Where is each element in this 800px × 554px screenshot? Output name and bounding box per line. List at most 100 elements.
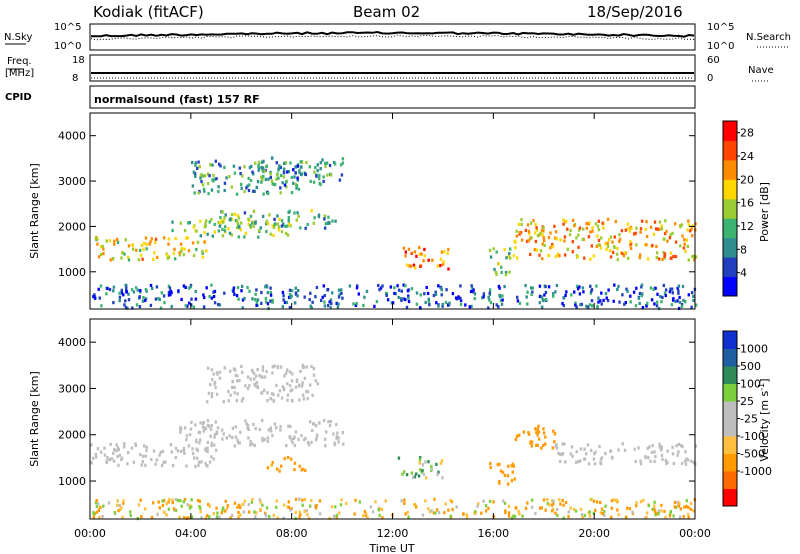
data-cell xyxy=(152,257,155,261)
data-cell xyxy=(259,508,262,513)
data-cell xyxy=(218,515,221,519)
data-cell xyxy=(246,375,250,379)
data-cell xyxy=(270,463,273,467)
data-cell xyxy=(271,434,274,438)
data-cell xyxy=(596,234,599,238)
data-cell xyxy=(663,509,666,513)
data-cell xyxy=(127,258,131,262)
data-cell xyxy=(277,228,281,232)
data-cell xyxy=(690,459,693,463)
data-cell xyxy=(543,238,546,243)
data-cell xyxy=(215,371,219,375)
data-cell xyxy=(273,364,276,368)
data-cell xyxy=(623,448,627,452)
data-cell xyxy=(261,166,265,170)
data-cell xyxy=(297,289,300,293)
colorbar-swatch xyxy=(723,331,737,349)
data-cell xyxy=(274,183,277,187)
data-cell xyxy=(283,456,286,461)
data-cell xyxy=(352,302,355,306)
data-cell xyxy=(397,456,401,460)
data-cell xyxy=(517,222,521,226)
data-cell xyxy=(216,426,220,430)
data-cell xyxy=(182,446,186,451)
data-cell xyxy=(246,184,249,188)
data-cell xyxy=(665,229,668,233)
data-cell xyxy=(543,243,546,247)
data-cell xyxy=(298,169,301,173)
data-cell xyxy=(297,187,301,191)
data-cell xyxy=(247,510,251,514)
data-cell xyxy=(497,262,500,266)
data-cell xyxy=(309,383,312,387)
data-cell xyxy=(203,426,206,430)
data-cell xyxy=(233,391,236,395)
data-cell xyxy=(179,221,182,225)
data-cell xyxy=(580,513,584,517)
data-cell xyxy=(199,176,202,180)
data-cell xyxy=(338,511,341,515)
data-cell xyxy=(616,508,619,512)
data-cell xyxy=(163,236,166,240)
colorbar-tick-label: 500 xyxy=(740,360,761,373)
data-cell xyxy=(381,284,384,288)
data-cell xyxy=(610,506,613,510)
data-cell xyxy=(237,216,241,220)
data-cell xyxy=(249,224,252,228)
data-cell xyxy=(405,473,409,477)
data-cell xyxy=(135,248,138,252)
data-cell xyxy=(297,437,300,441)
data-cell xyxy=(231,426,235,430)
data-cell xyxy=(266,466,270,470)
data-cell xyxy=(253,443,256,448)
data-cell xyxy=(284,224,287,228)
data-cell xyxy=(200,516,203,520)
cpid-strip-frame xyxy=(89,85,696,109)
colorbar-tick-label: 16 xyxy=(740,197,754,210)
data-cell xyxy=(275,173,279,177)
data-cell xyxy=(170,450,173,454)
data-cell xyxy=(589,257,592,261)
data-cell xyxy=(674,222,677,226)
data-cell xyxy=(504,271,508,275)
data-cell xyxy=(234,435,238,439)
y-tick-label: 4000 xyxy=(58,130,86,143)
data-cell xyxy=(588,303,592,307)
data-cell xyxy=(547,285,551,289)
data-cell xyxy=(272,233,275,237)
data-cell xyxy=(213,230,216,234)
data-cell xyxy=(261,214,265,218)
data-cell xyxy=(332,514,336,518)
data-cell xyxy=(590,244,593,248)
data-cell xyxy=(266,439,269,443)
data-cell xyxy=(435,301,438,305)
data-cell xyxy=(306,222,309,227)
data-cell xyxy=(572,507,576,512)
data-cell xyxy=(677,284,681,288)
data-cell xyxy=(379,286,383,290)
data-cell xyxy=(489,301,493,305)
data-cell xyxy=(329,298,333,302)
data-cell xyxy=(219,221,222,225)
x-tick-label: 16:00 xyxy=(477,527,509,540)
data-cell xyxy=(212,372,215,376)
data-cell xyxy=(520,238,524,242)
data-cell xyxy=(418,458,422,462)
colorbar-frame xyxy=(722,120,738,297)
data-cell xyxy=(640,294,643,298)
data-cell xyxy=(205,286,208,290)
data-cell xyxy=(672,254,675,259)
data-cell xyxy=(446,251,449,255)
data-cell xyxy=(649,459,652,463)
data-cell xyxy=(594,450,597,454)
data-cell xyxy=(269,397,272,401)
data-cell xyxy=(495,250,498,254)
data-cell xyxy=(194,174,197,178)
data-cell xyxy=(488,499,492,503)
data-cell xyxy=(299,165,303,169)
data-cell xyxy=(427,300,431,304)
colorbar-tick-label: 12 xyxy=(740,220,754,233)
data-cell xyxy=(439,461,443,465)
data-cell xyxy=(111,257,115,261)
